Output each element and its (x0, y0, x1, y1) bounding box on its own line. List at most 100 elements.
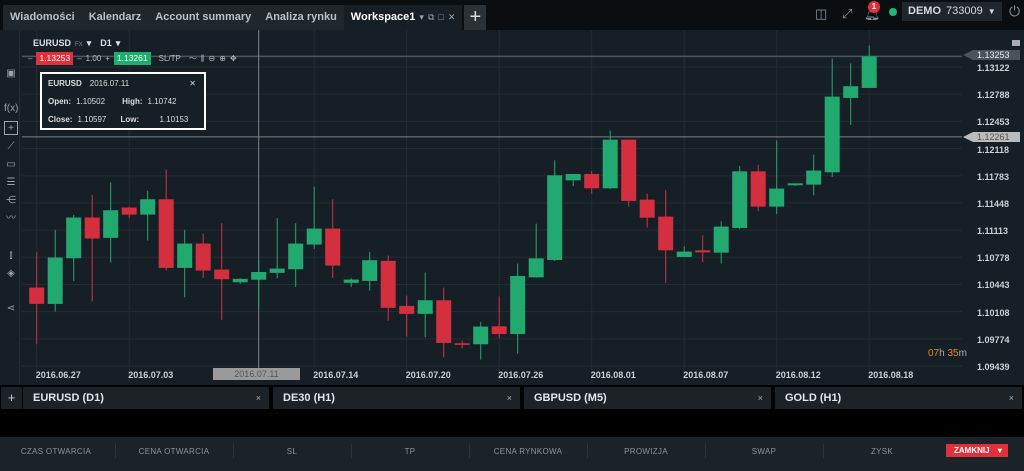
candle-body (343, 279, 359, 283)
symbol-label[interactable]: EURUSD (33, 38, 72, 48)
maximize-icon[interactable]: □ (438, 12, 444, 22)
candle-countdown: 07h 35m (928, 348, 967, 359)
zoom-in-icon[interactable]: ⊕ (219, 54, 226, 63)
pattern-tool-icon[interactable]: 〰 (6, 213, 16, 224)
layout-icon[interactable]: ◫ (815, 6, 828, 21)
line-tool-icon[interactable]: ⟋ (7, 141, 15, 152)
close-icon[interactable]: × (1008, 393, 1014, 403)
price-tick-label: 1.11783 (977, 171, 1010, 182)
add-tab-button[interactable]: + (464, 5, 487, 30)
candle-body (528, 258, 544, 278)
candle-body (473, 326, 489, 345)
price-tick-label: 1.12453 (977, 117, 1010, 128)
tab-workspace1[interactable]: Workspace1 ▾ ⧉ □ ✕ (343, 5, 463, 30)
indicator-fx-icon[interactable]: f(x) (4, 103, 19, 114)
chart-type-icon[interactable]: ▣ (6, 68, 16, 79)
fullscreen-icon[interactable]: ⤢ (842, 6, 853, 21)
sell-button[interactable]: 1.13253 (36, 52, 74, 65)
tab-wiadomosci[interactable]: Wiadomości (3, 5, 82, 30)
tab-label: Workspace1 (350, 11, 416, 23)
chart-tab-label: GBPUSD (M5) (534, 392, 607, 404)
volume-input[interactable]: 1.00 (85, 54, 102, 63)
column-header[interactable]: SWAP (751, 447, 777, 456)
power-icon[interactable]: ⏻ (1009, 3, 1021, 19)
divider (823, 444, 824, 458)
price-tick-label: 1.12118 (977, 144, 1010, 155)
account-selector[interactable]: DEMO 733009 ▼ (902, 2, 1002, 21)
tooltip-date: 2016.07.11 (89, 79, 130, 88)
candle-body (140, 199, 156, 215)
column-header[interactable]: PROWIZJA (624, 447, 668, 456)
candles-icon[interactable]: ⫾ (9, 250, 13, 261)
candle-body (436, 300, 452, 343)
chart-tab-eurusd[interactable]: EURUSD (D1) × (23, 387, 269, 409)
chevron-down-icon: ▾ (997, 446, 1002, 455)
candle-body (251, 271, 267, 280)
chevron-down-icon[interactable]: ▾ (86, 38, 92, 48)
price-tick-label: 1.11448 (977, 198, 1010, 209)
candle-body (103, 210, 119, 238)
line-chart-icon[interactable]: 〜 (188, 54, 197, 63)
tab-account-summary[interactable]: Account summary (148, 5, 259, 30)
date-tick-label: 2016.07.20 (405, 370, 451, 380)
ohlc-tooltip: EURUSD 2016.07.11 ✕ Open: 1.10502 High: 1.10… (40, 72, 206, 130)
popout-icon[interactable]: ⧉ (427, 12, 435, 22)
candle-body (121, 207, 137, 215)
price-tick-label: 1.12788 (977, 90, 1010, 101)
chart-tab-gold[interactable]: GOLD (H1) × (775, 387, 1022, 409)
indicators-icon[interactable]: ⫼ (200, 53, 205, 63)
fibonacci-tool-icon[interactable]: ☰ (6, 177, 16, 188)
column-header[interactable]: TP (404, 447, 416, 456)
date-tick-label: 2016.08.01 (590, 370, 636, 380)
tab-label: Account summary (155, 11, 252, 23)
column-header[interactable]: CENA OTWARCIA (138, 447, 210, 456)
increase-volume-button[interactable]: + (105, 54, 110, 63)
column-header[interactable]: CZAS OTWARCIA (20, 447, 92, 456)
close-icon[interactable]: × (506, 393, 512, 403)
chevron-down-icon: ▼ (987, 7, 996, 16)
tab-analiza-rynku[interactable]: Analiza rynku (258, 5, 344, 30)
chevron-down-icon[interactable]: ▾ (115, 38, 121, 48)
tab-bar: Wiadomości Kalendarz Account summary Ana… (3, 5, 487, 30)
candle-body (232, 278, 248, 283)
crosshair-tool-icon[interactable]: + (4, 121, 18, 135)
date-tick-label: 2016.08.07 (683, 370, 729, 380)
account-type: DEMO (908, 5, 941, 17)
chevron-down-icon[interactable]: ▾ (419, 12, 424, 22)
divider (469, 444, 470, 458)
trade-row: – 1.13253 – 1.00 + 1.13261 SL/TP 〜 ⫼ ⊖ ⊕… (28, 52, 237, 65)
column-header[interactable]: CENA RYNKOWA (493, 447, 563, 456)
sltp-button[interactable]: SL/TP (158, 54, 181, 63)
fan-tool-icon[interactable]: ⋲ (6, 195, 16, 206)
close-icon[interactable]: ✕ (447, 12, 456, 22)
share-icon[interactable]: ⋖ (6, 303, 16, 314)
timeframe-selector[interactable]: D1 (100, 38, 112, 48)
zoom-out-icon[interactable]: ⊖ (208, 54, 216, 63)
candle-body (214, 269, 230, 280)
close-icon[interactable]: × (757, 393, 763, 403)
column-header[interactable]: SL (286, 447, 298, 456)
decrease-volume-button[interactable]: – (77, 54, 82, 63)
divider (587, 444, 588, 458)
price-tick-label: 1.11113 (977, 226, 1009, 237)
chart-tab-gbpusd[interactable]: GBPUSD (M5) × (524, 387, 771, 409)
candle-body (454, 343, 470, 345)
high-label: High: (122, 97, 143, 106)
divider (351, 444, 352, 458)
date-tick-label: 2016.06.27 (35, 370, 81, 380)
close-icon[interactable]: × (255, 393, 261, 403)
tab-kalendarz[interactable]: Kalendarz (81, 5, 149, 30)
move-icon[interactable]: ✥ (229, 54, 237, 63)
tooltip-symbol: EURUSD (48, 79, 82, 88)
close-all-button[interactable]: ZAMKNIJ ▾ (946, 444, 1008, 457)
divider (115, 444, 116, 458)
candlestick-chart[interactable] (0, 30, 1024, 385)
column-header[interactable]: ZYSK (870, 447, 894, 456)
add-chart-button[interactable]: + (1, 387, 22, 409)
minimize-icon[interactable] (1012, 40, 1020, 46)
layers-icon[interactable]: ◈ (7, 268, 15, 279)
chart-tab-de30[interactable]: DE30 (H1) × (273, 387, 520, 409)
close-icon[interactable]: ✕ (189, 79, 196, 88)
rectangle-tool-icon[interactable]: ▭ (6, 159, 16, 170)
buy-button[interactable]: 1.13261 (113, 52, 151, 65)
